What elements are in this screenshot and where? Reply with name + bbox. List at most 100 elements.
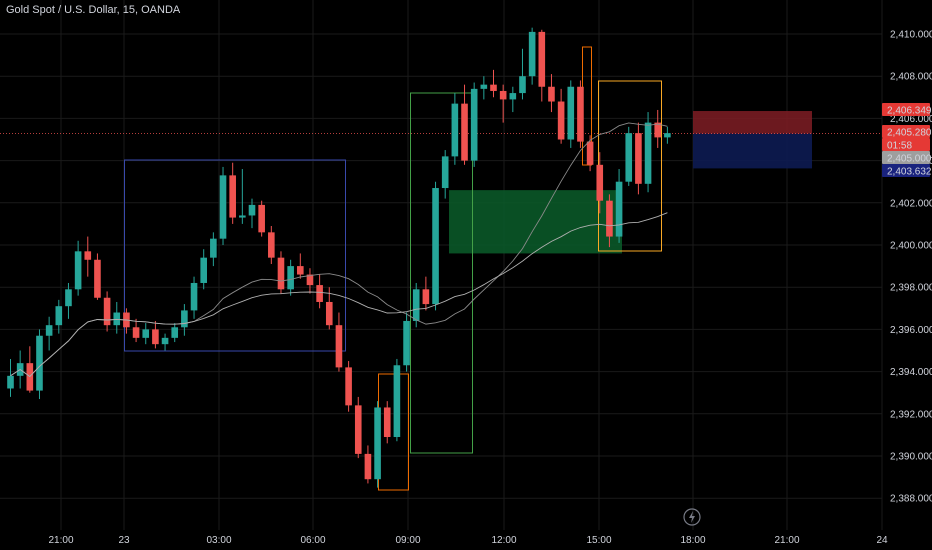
ma-slow-line: [10, 212, 668, 378]
price-tag-label: 2,403.632: [887, 167, 932, 178]
candle-body: [519, 76, 526, 94]
candle-body: [142, 329, 150, 338]
x-tick-label: 03:00: [206, 535, 231, 546]
candle-body: [239, 215, 246, 218]
candle-body: [306, 274, 314, 286]
candle-body: [45, 325, 53, 336]
time-axis[interactable]: 21:00 23 03:00 06:00 09:00 12:00 15:00 18:00 21:…: [48, 535, 888, 546]
candles-layer: [7, 27, 671, 488]
y-tick-label: 2,406.000: [890, 114, 932, 125]
y-tick-label: 2,394.000: [890, 367, 932, 378]
x-tick-label: 21:00: [48, 535, 73, 546]
candle-body: [432, 188, 439, 305]
price-tag-bg: [882, 164, 930, 177]
candle-body: [625, 133, 633, 182]
candle-body: [94, 259, 101, 298]
chart-title: Gold Spot / U.S. Dollar, 15, OANDA: [6, 4, 181, 16]
candle-body: [499, 90, 507, 100]
candle-body: [509, 93, 517, 100]
y-tick-label: 2,396.000: [890, 325, 932, 336]
candle-body: [248, 204, 256, 216]
candle-body: [635, 133, 642, 184]
x-tick-label: 15:00: [586, 535, 611, 546]
price-axis[interactable]: 2,388.000 2,390.000 2,392.000 2,394.000 2,39…: [890, 30, 932, 505]
candle-body: [577, 86, 584, 142]
price-tag-bg: [882, 151, 930, 164]
candle-body: [654, 122, 662, 138]
x-tick-label: 12:00: [491, 535, 516, 546]
y-tick-label: 2,410.000: [890, 30, 932, 41]
candle-body: [258, 204, 265, 233]
candle-body: [171, 327, 179, 338]
candle-body: [36, 335, 43, 391]
candle-body: [219, 175, 227, 239]
moving-averages: [10, 122, 668, 378]
candle-body: [606, 200, 613, 237]
range-box-blue: [124, 159, 346, 352]
candle-body: [55, 306, 63, 326]
candle-body: [538, 31, 546, 87]
price-tag-bg: [882, 103, 930, 116]
take-profit-zone: [693, 133, 812, 169]
candle-body: [190, 282, 198, 311]
candle-body: [403, 320, 410, 366]
candle-body: [586, 141, 594, 165]
candle-body: [393, 365, 401, 438]
chart-overlays: [0, 46, 882, 491]
stop-loss-zone: [693, 111, 812, 134]
price-tag-label: 2,405.280: [887, 128, 932, 139]
candle-body: [345, 367, 352, 406]
y-tick-label: 2,390.000: [890, 452, 932, 463]
candle-body: [664, 133, 671, 138]
candle-body: [441, 156, 449, 189]
price-tag-bg: [882, 138, 930, 151]
candle-body: [74, 251, 82, 290]
candle-body: [7, 375, 14, 389]
candle-body: [200, 257, 207, 283]
candle-body: [277, 257, 285, 290]
price-tag-bg: [882, 125, 930, 138]
candle-body: [470, 88, 478, 161]
price-tag-label: 2,406.349: [887, 106, 932, 117]
candle-body: [461, 103, 468, 161]
x-tick-label: 21:00: [774, 535, 799, 546]
x-tick-label: 24: [876, 535, 888, 546]
price-tag-label: 01:58: [887, 141, 912, 152]
y-tick-label: 2,398.000: [890, 283, 932, 294]
candle-body: [113, 312, 121, 326]
candle-body: [103, 297, 111, 326]
candle-body: [229, 175, 236, 218]
y-tick-label: 2,392.000: [890, 409, 932, 420]
price-tag-label: 2,405.000: [887, 154, 932, 165]
y-tick-label: 2,400.000: [890, 241, 932, 252]
candle-body: [557, 101, 565, 140]
x-tick-label: 06:00: [300, 535, 325, 546]
x-tick-label: 18:00: [680, 535, 705, 546]
candle-body: [325, 301, 333, 326]
impulse-box-green: [410, 92, 473, 454]
y-tick-label: 2,388.000: [890, 494, 932, 505]
candle-body: [84, 251, 92, 260]
candle-body: [316, 285, 323, 302]
candle-body: [528, 31, 536, 77]
chart-grid: [0, 0, 883, 530]
candle-body: [268, 232, 275, 258]
candle-body: [490, 84, 497, 91]
candle-body: [412, 289, 420, 321]
candle-body: [132, 327, 140, 338]
candle-body: [548, 86, 555, 102]
candle-body: [364, 453, 372, 480]
candle-body: [567, 86, 575, 140]
candle-body: [451, 103, 459, 157]
candle-body: [287, 266, 294, 290]
price-tags: 2,406.349 2,405.280 01:58 2,405.000 2,403.63…: [882, 103, 932, 178]
flash-icon[interactable]: [683, 508, 701, 526]
candle-body: [615, 181, 623, 237]
y-tick-label: 2,408.000: [890, 72, 932, 83]
candle-body: [210, 238, 217, 258]
candle-body: [65, 289, 72, 307]
x-tick-label: 09:00: [395, 535, 420, 546]
low-box-orange: [378, 373, 409, 491]
candle-body: [422, 289, 430, 305]
